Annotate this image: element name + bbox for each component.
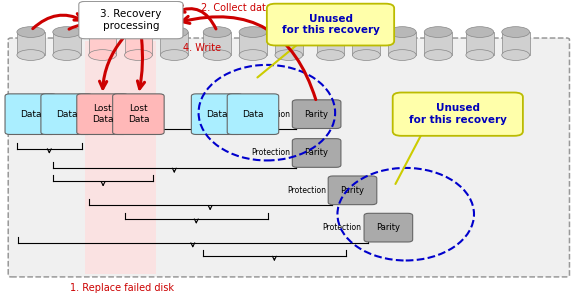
Ellipse shape — [239, 27, 267, 38]
FancyBboxPatch shape — [191, 94, 243, 134]
FancyBboxPatch shape — [85, 41, 121, 274]
FancyBboxPatch shape — [53, 32, 81, 55]
Text: Unused
for this recovery: Unused for this recovery — [409, 103, 507, 125]
Text: Parity: Parity — [340, 186, 364, 195]
Ellipse shape — [89, 50, 117, 60]
Ellipse shape — [353, 50, 380, 60]
FancyBboxPatch shape — [466, 32, 494, 55]
FancyBboxPatch shape — [292, 139, 341, 167]
Text: Data: Data — [20, 110, 42, 119]
FancyBboxPatch shape — [328, 176, 377, 205]
FancyBboxPatch shape — [353, 32, 380, 55]
Text: Protection: Protection — [287, 186, 326, 195]
Ellipse shape — [424, 50, 452, 60]
FancyBboxPatch shape — [89, 32, 117, 55]
Text: 4. Write: 4. Write — [183, 44, 221, 53]
Ellipse shape — [53, 50, 81, 60]
Text: Lost
Data: Lost Data — [128, 104, 149, 124]
FancyBboxPatch shape — [8, 38, 570, 277]
Text: Unused
for this recovery: Unused for this recovery — [281, 14, 379, 35]
FancyBboxPatch shape — [275, 32, 303, 55]
FancyBboxPatch shape — [121, 41, 157, 274]
FancyBboxPatch shape — [227, 94, 279, 134]
Ellipse shape — [389, 27, 416, 38]
FancyBboxPatch shape — [41, 94, 92, 134]
Text: Parity: Parity — [376, 223, 400, 232]
Ellipse shape — [466, 27, 494, 38]
FancyBboxPatch shape — [424, 32, 452, 55]
Ellipse shape — [275, 27, 303, 38]
Text: Data: Data — [206, 110, 228, 119]
Ellipse shape — [161, 27, 188, 38]
Text: 1. Replace failed disk: 1. Replace failed disk — [70, 283, 174, 293]
Text: Data: Data — [242, 110, 264, 119]
FancyBboxPatch shape — [364, 213, 412, 242]
FancyBboxPatch shape — [17, 32, 45, 55]
FancyBboxPatch shape — [292, 100, 341, 128]
Text: Parity: Parity — [304, 110, 329, 119]
Ellipse shape — [353, 27, 380, 38]
Ellipse shape — [424, 27, 452, 38]
Text: Parity: Parity — [304, 148, 329, 158]
Text: 2. Collect data/parity: 2. Collect data/parity — [201, 3, 304, 13]
FancyBboxPatch shape — [317, 32, 345, 55]
Ellipse shape — [17, 27, 45, 38]
FancyBboxPatch shape — [267, 4, 394, 46]
Text: Lost
Data: Lost Data — [92, 104, 113, 124]
Text: Protection: Protection — [251, 148, 290, 158]
Ellipse shape — [275, 50, 303, 60]
FancyBboxPatch shape — [79, 2, 183, 39]
Text: Data: Data — [56, 110, 77, 119]
Text: 3. Recovery
processing: 3. Recovery processing — [100, 9, 162, 31]
Ellipse shape — [389, 50, 416, 60]
Ellipse shape — [239, 50, 267, 60]
Ellipse shape — [317, 50, 345, 60]
Ellipse shape — [125, 27, 153, 38]
Ellipse shape — [502, 50, 530, 60]
Text: Protection: Protection — [251, 110, 290, 119]
FancyBboxPatch shape — [203, 32, 231, 55]
FancyBboxPatch shape — [113, 94, 164, 134]
Ellipse shape — [466, 50, 494, 60]
Text: Protection: Protection — [322, 223, 362, 232]
Ellipse shape — [89, 27, 117, 38]
FancyBboxPatch shape — [161, 32, 188, 55]
Ellipse shape — [502, 27, 530, 38]
Ellipse shape — [17, 50, 45, 60]
Ellipse shape — [203, 50, 231, 60]
FancyBboxPatch shape — [389, 32, 416, 55]
Ellipse shape — [203, 27, 231, 38]
FancyBboxPatch shape — [77, 94, 128, 134]
FancyBboxPatch shape — [393, 92, 523, 136]
FancyBboxPatch shape — [125, 32, 153, 55]
FancyBboxPatch shape — [5, 94, 56, 134]
FancyBboxPatch shape — [502, 32, 530, 55]
Ellipse shape — [53, 27, 81, 38]
Ellipse shape — [161, 50, 188, 60]
Ellipse shape — [317, 27, 345, 38]
FancyBboxPatch shape — [239, 32, 267, 55]
Ellipse shape — [125, 50, 153, 60]
